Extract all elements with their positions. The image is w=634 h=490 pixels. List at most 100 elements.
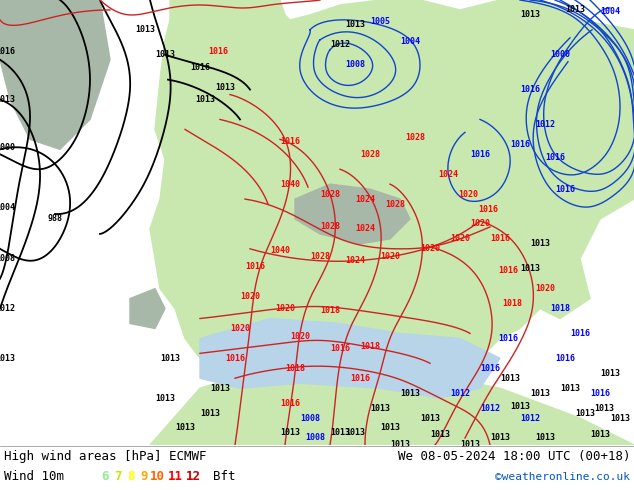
Text: 1013: 1013 — [530, 239, 550, 248]
Text: 1020: 1020 — [458, 190, 478, 198]
Text: 1013: 1013 — [390, 441, 410, 449]
Text: 1016: 1016 — [350, 374, 370, 383]
Text: 1005: 1005 — [370, 18, 390, 26]
Text: 1013: 1013 — [400, 389, 420, 398]
Text: 1016: 1016 — [510, 140, 530, 149]
Text: 1013: 1013 — [345, 428, 365, 438]
Text: 1013: 1013 — [370, 404, 390, 413]
Text: 1013: 1013 — [535, 434, 555, 442]
Text: 1016: 1016 — [555, 185, 575, 194]
Text: 1016: 1016 — [490, 234, 510, 244]
Text: 1013: 1013 — [510, 402, 530, 411]
Text: Wind 10m: Wind 10m — [4, 470, 64, 484]
Text: 1013: 1013 — [520, 264, 540, 273]
Text: We 08-05-2024 18:00 UTC (00+18): We 08-05-2024 18:00 UTC (00+18) — [398, 450, 630, 464]
Text: 1013: 1013 — [175, 423, 195, 433]
Text: 1016: 1016 — [520, 85, 540, 94]
Polygon shape — [150, 358, 634, 445]
Polygon shape — [200, 318, 500, 398]
Text: 1020: 1020 — [230, 324, 250, 333]
Text: 1016: 1016 — [480, 364, 500, 373]
Text: 1008: 1008 — [345, 60, 365, 69]
Text: 1020: 1020 — [380, 252, 400, 261]
Text: 1013: 1013 — [155, 50, 175, 59]
Text: 1013: 1013 — [420, 414, 440, 422]
Text: 1016: 1016 — [555, 354, 575, 363]
Text: 1013: 1013 — [210, 384, 230, 392]
Text: 1020: 1020 — [420, 245, 440, 253]
Text: 1024: 1024 — [438, 170, 458, 179]
Polygon shape — [150, 0, 634, 445]
Text: 1016: 1016 — [190, 63, 210, 72]
Text: 1013: 1013 — [530, 389, 550, 398]
Text: 1016: 1016 — [570, 329, 590, 338]
Text: 1012: 1012 — [535, 120, 555, 129]
Text: 1013: 1013 — [345, 21, 365, 29]
Text: 1012: 1012 — [450, 389, 470, 398]
Text: 1013: 1013 — [565, 5, 585, 14]
Text: 1028: 1028 — [385, 199, 405, 209]
Polygon shape — [295, 184, 410, 244]
Text: 1004: 1004 — [400, 37, 420, 46]
Text: 1016: 1016 — [330, 344, 350, 353]
Text: 1013: 1013 — [520, 10, 540, 20]
Text: 1016: 1016 — [498, 334, 518, 343]
Text: 1013: 1013 — [280, 428, 300, 438]
Text: 1016: 1016 — [225, 354, 245, 363]
Text: 1040: 1040 — [270, 246, 290, 255]
Text: 1008: 1008 — [0, 254, 15, 263]
Text: 1020: 1020 — [470, 220, 490, 228]
Text: 1012: 1012 — [0, 304, 15, 313]
Text: 8: 8 — [127, 470, 135, 484]
Text: High wind areas [hPa] ECMWF: High wind areas [hPa] ECMWF — [4, 450, 207, 464]
Text: 1020: 1020 — [275, 304, 295, 313]
Text: 12: 12 — [186, 470, 200, 484]
Text: 1000: 1000 — [0, 143, 15, 152]
Text: 1028: 1028 — [320, 190, 340, 198]
Text: 1004: 1004 — [0, 202, 15, 212]
Text: 1013: 1013 — [200, 409, 220, 417]
Text: 1013: 1013 — [330, 428, 350, 438]
Text: 1028: 1028 — [360, 150, 380, 159]
Text: 1013: 1013 — [160, 354, 180, 363]
Text: 1024: 1024 — [355, 195, 375, 203]
Text: 1012: 1012 — [330, 40, 350, 49]
Text: 1008: 1008 — [305, 434, 325, 442]
Text: 1013: 1013 — [430, 431, 450, 440]
Text: 1020: 1020 — [450, 234, 470, 244]
Text: 1013: 1013 — [610, 414, 630, 422]
Text: 1020: 1020 — [290, 332, 310, 341]
Text: 1013: 1013 — [0, 95, 15, 104]
Text: 11: 11 — [167, 470, 183, 484]
Text: 1016: 1016 — [545, 153, 565, 162]
Text: 1016: 1016 — [590, 389, 610, 398]
Text: 1000: 1000 — [550, 50, 570, 59]
Polygon shape — [0, 0, 110, 149]
Text: 1018: 1018 — [320, 306, 340, 315]
Text: 1018: 1018 — [502, 299, 522, 308]
Text: 1016: 1016 — [280, 399, 300, 408]
Text: 1008: 1008 — [300, 414, 320, 422]
Text: 1024: 1024 — [345, 256, 365, 265]
Text: 1013: 1013 — [600, 369, 620, 378]
Text: 1013: 1013 — [460, 441, 480, 449]
Text: 1013: 1013 — [155, 393, 175, 403]
Text: 1016: 1016 — [0, 47, 15, 56]
Text: 6: 6 — [101, 470, 109, 484]
Text: 1013: 1013 — [380, 423, 400, 433]
Text: 988: 988 — [48, 215, 63, 223]
Text: 1013: 1013 — [195, 95, 215, 104]
Text: 1013: 1013 — [594, 404, 614, 413]
Text: 9: 9 — [140, 470, 148, 484]
Text: Bft: Bft — [213, 470, 235, 484]
Text: 1013: 1013 — [215, 83, 235, 92]
Polygon shape — [130, 289, 165, 328]
Text: 1016: 1016 — [245, 262, 265, 271]
Text: 1012: 1012 — [480, 404, 500, 413]
Text: 1013: 1013 — [590, 431, 610, 440]
Text: 1013: 1013 — [560, 384, 580, 392]
Text: 1013: 1013 — [500, 374, 520, 383]
Text: 1013: 1013 — [0, 354, 15, 363]
Text: 1018: 1018 — [360, 342, 380, 351]
Text: 1024: 1024 — [355, 224, 375, 233]
